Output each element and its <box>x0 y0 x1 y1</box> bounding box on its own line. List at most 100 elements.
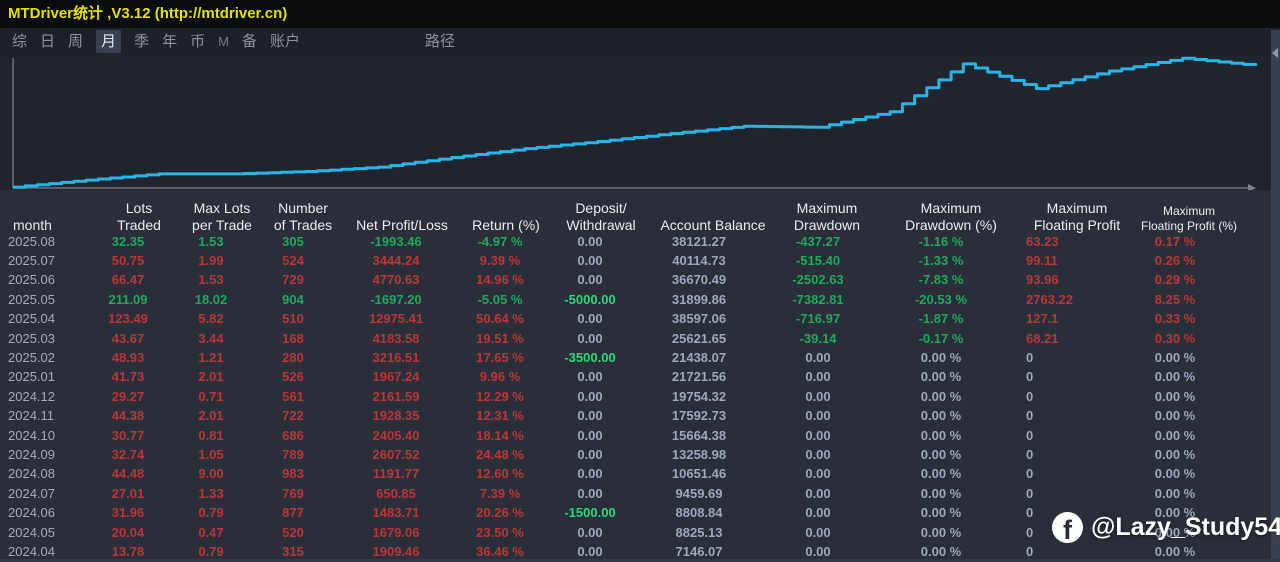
cell-return-pct: 24.48 % <box>476 446 524 462</box>
cell-number-of-trades: 280 <box>282 349 304 365</box>
table-row-2024.05[interactable]: 2024.05 20.04 0.47 520 1679.06 23.50 % 0.00 882… <box>0 523 1280 542</box>
column-header-account-balance: Account Balance <box>660 216 766 233</box>
watermark-handle: @Lazy_Study5468 <box>1091 513 1280 541</box>
cell-deposit-withdrawal: 0.00 <box>577 330 603 346</box>
table-row-2024.12[interactable]: 2024.12 29.27 0.71 561 2161.59 12.29 % 0.00 197… <box>0 387 1280 406</box>
cell-maximum-floating-profit-pct: 0.30 % <box>1154 330 1196 346</box>
cell-account-balance: 31899.86 <box>671 291 727 307</box>
cell-number-of-trades: 561 <box>282 388 304 404</box>
table-row-2024.11[interactable]: 2024.11 44.38 2.01 722 1928.35 12.31 % 0.00 175… <box>0 406 1280 425</box>
menu-tab-yearly[interactable]: 年 <box>162 33 178 50</box>
cell-maximum-floating-profit: 93.96 <box>1026 272 1059 288</box>
monthly-stats-table: month Lots Traded Max Lots per Trade Number… <box>0 190 1280 562</box>
menu-tab-account[interactable]: 账户 <box>269 33 300 50</box>
menu-tab-m[interactable]: M <box>218 34 229 49</box>
table-row-2025.05[interactable]: 2025.05 211.09 18.02 904 -1697.20 -5.05 % -500… <box>0 290 1280 309</box>
table-row-2025.02[interactable]: 2025.02 48.93 1.21 280 3216.51 17.65 % -3500.0… <box>0 348 1280 367</box>
cell-lots-traded: 30.77 <box>111 427 145 443</box>
cell-max-lots-per-trade: 5.82 <box>198 311 224 327</box>
cell-month: 2024.04 <box>8 543 55 559</box>
cell-deposit-withdrawal: 0.00 <box>577 311 603 327</box>
cell-maximum-floating-profit-pct: 0.00 % <box>1154 349 1196 365</box>
cell-maximum-drawdown-pct: -1.87 % <box>918 311 964 327</box>
table-row-2025.06[interactable]: 2025.06 66.47 1.53 729 4770.63 14.96 % 0.00 366… <box>0 270 1280 289</box>
table-row-2024.10[interactable]: 2024.10 30.77 0.81 686 2405.40 18.14 % 0.00 156… <box>0 426 1280 445</box>
cell-maximum-drawdown: 0.00 <box>805 349 831 365</box>
table-row-2024.07[interactable]: 2024.07 27.01 1.33 769 650.85 7.39 % 0.00 9459.… <box>0 484 1280 503</box>
cell-account-balance: 25621.65 <box>671 330 727 346</box>
menu-tab-daily[interactable]: 日 <box>40 33 56 50</box>
cell-max-lots-per-trade: 9.00 <box>198 466 224 482</box>
table-row-2024.06[interactable]: 2024.06 31.96 0.79 877 1483.71 20.26 % -1500.0… <box>0 503 1280 522</box>
cell-deposit-withdrawal: 0.00 <box>577 543 603 559</box>
cell-max-lots-per-trade: 0.71 <box>198 388 224 404</box>
cell-lots-traded: 48.93 <box>111 349 145 365</box>
menu-tab-path[interactable]: 路径 <box>424 33 455 50</box>
cell-month: 2025.03 <box>8 330 55 346</box>
cell-maximum-drawdown: 0.00 <box>805 388 831 404</box>
scrollbar[interactable] <box>1271 30 1280 562</box>
cell-account-balance: 9459.69 <box>675 485 723 501</box>
cell-lots-traded: 27.01 <box>111 485 145 501</box>
menu-tab-notes[interactable]: 备 <box>241 33 257 50</box>
column-header-month: month <box>13 216 52 233</box>
cell-maximum-floating-profit-pct: 0.00 % <box>1154 485 1196 501</box>
cell-month: 2024.12 <box>8 388 55 404</box>
cell-maximum-drawdown: 0.00 <box>805 466 831 482</box>
cell-net-profit-loss: 12975.41 <box>368 311 424 327</box>
cell-month: 2025.05 <box>8 291 55 307</box>
table-row-2025.03[interactable]: 2025.03 43.67 3.44 168 4183.58 19.51 % 0.00 256… <box>0 329 1280 348</box>
cell-return-pct: 17.65 % <box>476 349 524 365</box>
cell-maximum-floating-profit-pct: 0.17 % <box>1154 233 1196 249</box>
account-balance-curve <box>13 56 1258 189</box>
cell-maximum-drawdown: -515.40 <box>795 252 841 268</box>
cell-account-balance: 8825.13 <box>675 524 723 540</box>
collapse-arrow-icon[interactable] <box>1272 48 1278 58</box>
cell-return-pct: 18.14 % <box>476 427 524 443</box>
cell-maximum-drawdown: -39.14 <box>799 330 837 346</box>
table-row-2024.08[interactable]: 2024.08 44.48 9.00 983 1191.77 12.60 % 0.00 106… <box>0 464 1280 483</box>
table-row-2025.07[interactable]: 2025.07 50.75 1.99 524 3444.24 9.39 % 0.00 4011… <box>0 251 1280 270</box>
cell-month: 2025.04 <box>8 311 55 327</box>
menu-tab-monthly[interactable]: 月 <box>96 30 122 53</box>
cell-net-profit-loss: 2161.59 <box>372 388 420 404</box>
cell-maximum-drawdown: -437.27 <box>795 233 841 249</box>
cell-maximum-floating-profit: 0 <box>1026 388 1034 404</box>
table-row-2025.08[interactable]: 2025.08 32.35 1.53 305 -1993.46 -4.97 % 0.00 38… <box>0 232 1280 251</box>
table-row-2025.04[interactable]: 2025.04 123.49 5.82 510 12975.41 50.64 % 0.00 3… <box>0 309 1280 328</box>
cell-return-pct: 36.46 % <box>476 543 524 559</box>
cell-lots-traded: 66.47 <box>111 272 145 288</box>
cell-net-profit-loss: -1697.20 <box>370 291 422 307</box>
cell-max-lots-per-trade: 0.79 <box>198 505 224 521</box>
cell-net-profit-loss: 4183.58 <box>372 330 420 346</box>
cell-number-of-trades: 524 <box>282 252 304 268</box>
menu-tab-summary[interactable]: 综 <box>12 33 28 50</box>
table-row-2025.01[interactable]: 2025.01 41.73 2.01 526 1967.24 9.96 % 0.00 2172… <box>0 367 1280 386</box>
cell-month: 2025.07 <box>8 252 55 268</box>
cell-maximum-drawdown-pct: -7.83 % <box>918 272 964 288</box>
cell-maximum-floating-profit: 0 <box>1026 543 1034 559</box>
cell-number-of-trades: 983 <box>282 466 304 482</box>
cell-return-pct: 14.96 % <box>476 272 524 288</box>
cell-maximum-drawdown-pct: 0.00 % <box>920 543 962 559</box>
table-row-2024.04[interactable]: 2024.04 13.78 0.79 315 1909.46 36.46 % 0.00 714… <box>0 542 1280 561</box>
cell-max-lots-per-trade: 18.02 <box>194 291 228 307</box>
cell-net-profit-loss: 650.85 <box>376 485 416 501</box>
menu-tab-weekly[interactable]: 周 <box>68 33 84 50</box>
column-header-maximum-drawdown-pct: Maximum Drawdown (%) <box>905 200 997 233</box>
cell-number-of-trades: 722 <box>282 408 304 424</box>
table-row-2024.09[interactable]: 2024.09 32.74 1.05 789 2607.52 24.48 % 0.00 132… <box>0 445 1280 464</box>
cell-month: 2024.09 <box>8 446 55 462</box>
cell-month: 2025.02 <box>8 349 55 365</box>
watermark: f @Lazy_Study5468 <box>1052 512 1280 543</box>
cell-return-pct: -5.05 % <box>477 291 523 307</box>
menu-tab-quarterly[interactable]: 季 <box>134 33 150 50</box>
cell-lots-traded: 43.67 <box>111 330 145 346</box>
cell-maximum-floating-profit-pct: 0.00 % <box>1154 505 1196 521</box>
column-header-deposit-withdrawal: Deposit/ Withdrawal <box>566 200 636 233</box>
cell-account-balance: 8808.84 <box>675 505 723 521</box>
cell-max-lots-per-trade: 0.47 <box>198 524 224 540</box>
title-bar: MTDriver统计 ,V3.12 (http://mtdriver.cn) <box>0 0 1280 28</box>
menu-tab-currency[interactable]: 币 <box>190 33 206 50</box>
cell-net-profit-loss: 4770.63 <box>372 272 420 288</box>
